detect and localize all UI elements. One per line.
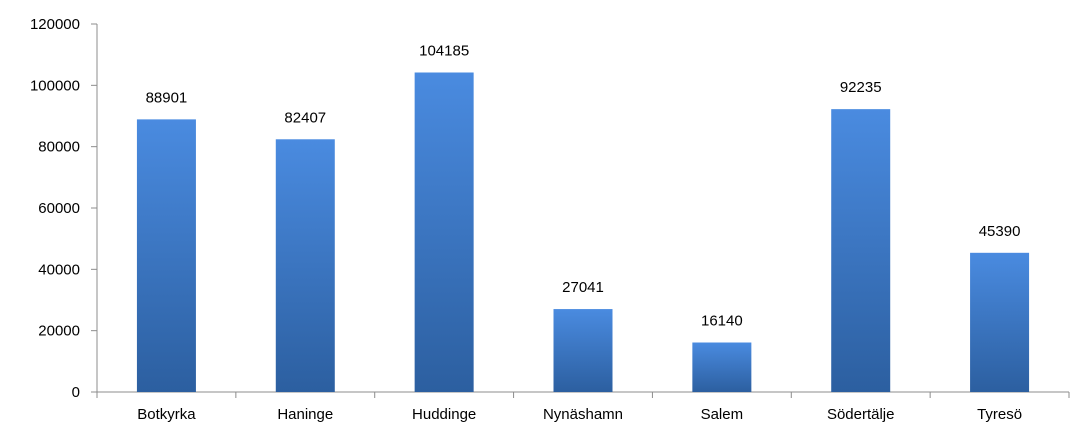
x-category-label: Haninge [277,406,333,423]
y-tick-label: 0 [72,384,80,401]
bar [970,252,1030,392]
y-tick-label: 60000 [38,200,80,217]
y-tick-label: 80000 [38,139,80,156]
y-tick-label: 40000 [38,261,80,278]
x-category-label: Huddinge [412,406,476,423]
x-category-label: Södertälje [827,406,895,423]
data-label: 92235 [840,79,882,96]
bar [831,109,891,393]
bar [275,139,335,392]
data-label: 88901 [146,89,188,106]
bar [553,309,613,392]
data-label: 45390 [979,223,1021,240]
x-category-label: Nynäshamn [543,406,623,423]
x-category-label: Salem [701,406,744,423]
labels-group: 88901 Botkyrka 82407 Haninge 104185 Huddinge 2… [137,42,1022,423]
data-label: 27041 [562,279,604,296]
data-label: 82407 [284,109,326,126]
data-label: 16140 [701,313,743,330]
y-tick-label: 120000 [30,16,80,33]
x-category-label: Botkyrka [137,406,196,423]
y-tick-label: 100000 [30,77,80,94]
bar [414,72,474,393]
bar [692,342,752,392]
bar [136,119,196,392]
bars-group [136,72,1030,393]
x-category-label: Tyresö [977,406,1022,423]
data-label: 104185 [419,42,469,59]
y-tick-label: 20000 [38,323,80,340]
axes: 0 20000 40000 60000 80000 100000 120000 [30,16,1070,401]
